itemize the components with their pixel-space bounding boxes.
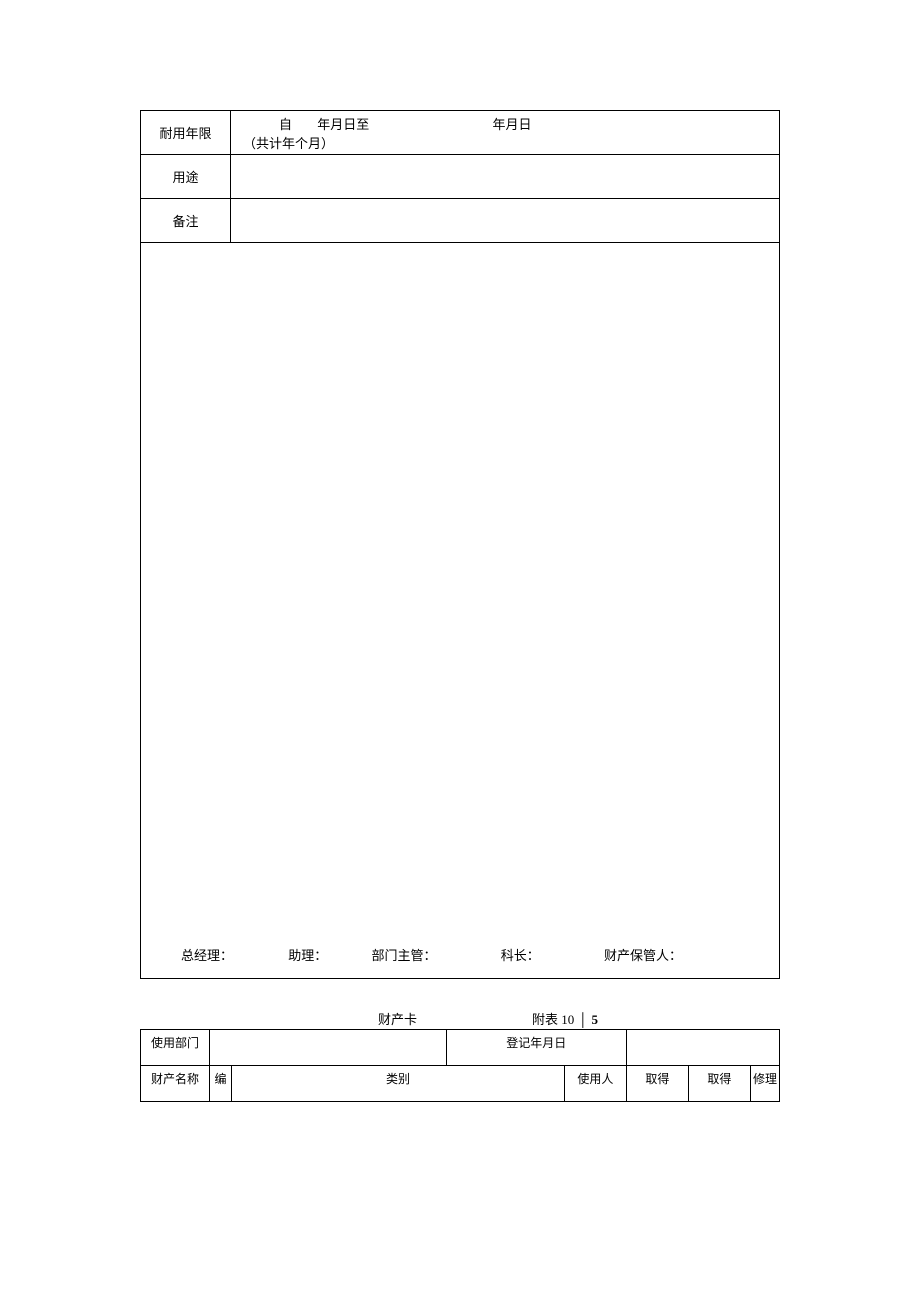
h-dept: 使用部门: [141, 1030, 210, 1066]
h-cat: 类别: [232, 1066, 565, 1102]
title-appendix-prefix: 附表 10: [532, 1012, 574, 1027]
title-asset-card: 财产卡: [378, 1009, 417, 1028]
asset-row-1: 使用部门 登记年月日: [141, 1030, 780, 1066]
h-get2: 取得: [688, 1066, 750, 1102]
h-name: 财产名称: [141, 1066, 210, 1102]
value-remark: [231, 199, 780, 243]
sig-dept: 部门主管：: [372, 945, 498, 964]
title-appendix-sep: │: [578, 1012, 587, 1027]
h-num: 编: [210, 1066, 232, 1102]
value-usage: [231, 155, 780, 199]
sig-asst: 助理：: [288, 945, 368, 964]
h-reg: 登记年月日: [446, 1030, 626, 1066]
signature-line: 总经理： 助理： 部门主管： 科长： 财产保管人：: [181, 945, 779, 964]
section-asset-card: 财产卡 附表 10 │ 5 使用部门 登记年月日 财产名称 编 类别 使用人 取得 …: [140, 1009, 780, 1102]
asset-row-2: 财产名称 编 类别 使用人 取得 取得 修理: [141, 1066, 780, 1102]
h-repair: 修理: [750, 1066, 779, 1102]
main-table: 耐用年限 自 年月日至 年月日 （共计年个月） 用途 备注 总经理： 助理： 部…: [140, 110, 780, 979]
durable-ymd: 年月日: [493, 114, 682, 133]
label-remark: 备注: [141, 199, 231, 243]
asset-card-table: 使用部门 登记年月日 财产名称 编 类别 使用人 取得 取得 修理: [140, 1029, 780, 1102]
durable-from: 自: [243, 114, 314, 133]
h-get1: 取得: [626, 1066, 688, 1102]
label-durable: 耐用年限: [141, 111, 231, 155]
h-dept-val: [210, 1030, 447, 1066]
title-row: 财产卡 附表 10 │ 5: [140, 1009, 780, 1027]
sig-keeper: 财产保管人：: [604, 945, 716, 964]
durable-total: （共计年个月）: [243, 133, 334, 152]
sig-chief: 科长：: [501, 945, 601, 964]
row-remark: 备注: [141, 199, 780, 243]
label-usage: 用途: [141, 155, 231, 199]
title-appendix-num: 5: [591, 1012, 598, 1027]
page: 耐用年限 自 年月日至 年月日 （共计年个月） 用途 备注 总经理： 助理： 部…: [0, 0, 920, 1102]
signature-cell: 总经理： 助理： 部门主管： 科长： 财产保管人：: [141, 243, 780, 979]
h-user: 使用人: [564, 1066, 626, 1102]
sig-gm: 总经理：: [181, 945, 285, 964]
durable-ymd-to: 年月日至: [317, 114, 489, 133]
title-appendix: 附表 10 │ 5: [532, 1009, 598, 1028]
row-durable: 耐用年限 自 年月日至 年月日 （共计年个月）: [141, 111, 780, 155]
value-durable: 自 年月日至 年月日 （共计年个月）: [231, 111, 780, 155]
row-signatures: 总经理： 助理： 部门主管： 科长： 财产保管人：: [141, 243, 780, 979]
row-usage: 用途: [141, 155, 780, 199]
h-reg-val: [626, 1030, 779, 1066]
